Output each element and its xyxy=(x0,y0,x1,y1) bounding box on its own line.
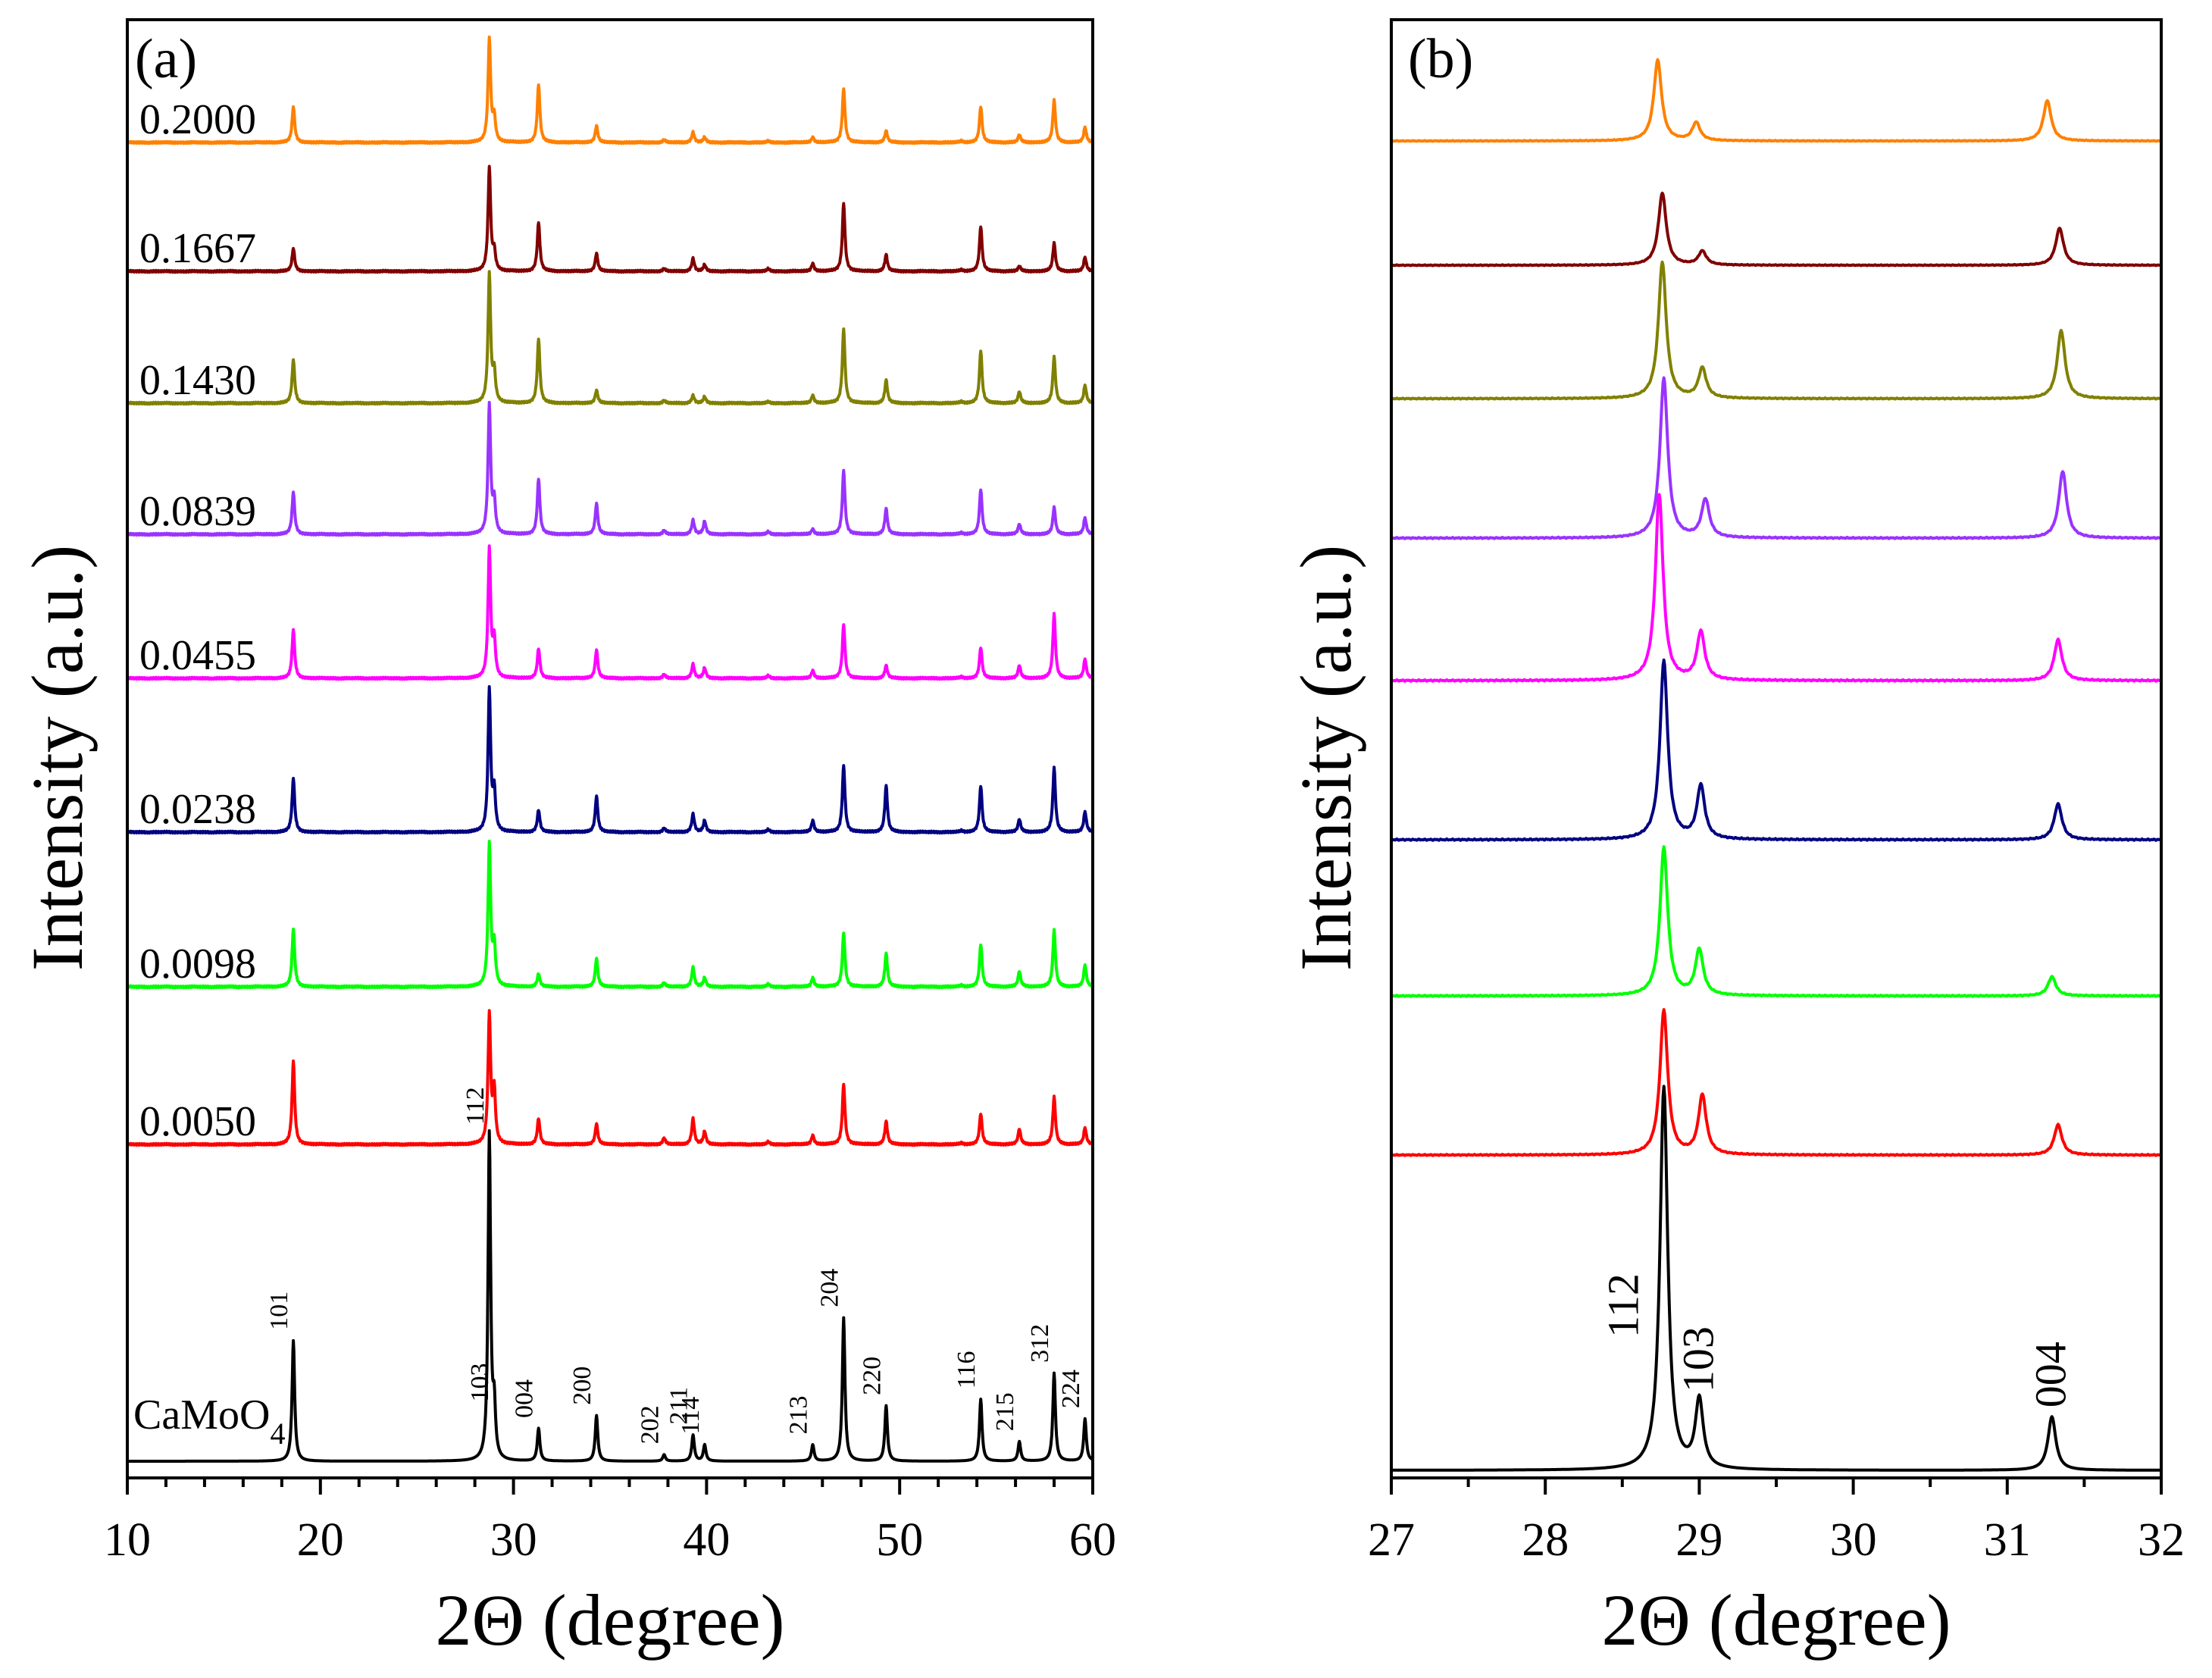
panel-a-series-0-0455 xyxy=(126,544,1094,681)
panel-a-label-0-0839: 0.0839 xyxy=(139,488,256,535)
reference-label: CaMoO4 xyxy=(133,1392,285,1451)
panel-a-ylabel: Intensity (a.u.) xyxy=(17,545,98,972)
panel-a-hkl-202: 202 xyxy=(636,1405,664,1444)
panel-b-label: (b) xyxy=(1408,28,1473,90)
panel-a-plot-area xyxy=(126,35,1094,1463)
panel-a-label-0-0238: 0.0238 xyxy=(139,786,256,833)
panel-a-series-0-0839 xyxy=(126,400,1094,537)
panel-a-xtick-label-30: 30 xyxy=(490,1514,537,1566)
panel-a-series-0-2000 xyxy=(126,35,1094,146)
panel-a-hkl-101: 101 xyxy=(265,1291,293,1330)
panel-a-series-0-0238 xyxy=(126,685,1094,835)
panel-b-hkl-112: 112 xyxy=(1599,1273,1648,1338)
panel-a-xlabel: 2Θ (degree) xyxy=(435,1579,784,1661)
panel-a-hkl-312: 312 xyxy=(1026,1324,1054,1363)
panel-a-frame xyxy=(126,18,1094,1479)
panel-a-hkl-204: 204 xyxy=(815,1269,843,1307)
panel-a-xtick-label-20: 20 xyxy=(297,1514,344,1566)
reference-label-main: CaMoO xyxy=(133,1392,270,1439)
panel-a-xtick-label-60: 60 xyxy=(1069,1514,1116,1566)
reference-label-subscript: 4 xyxy=(270,1417,285,1451)
panel-a-hkl-114: 114 xyxy=(677,1397,705,1435)
panel-a-series-0-1430 xyxy=(126,270,1094,406)
panel-b-xtick-label-30: 30 xyxy=(1830,1514,1877,1566)
panel-b-xtick-label-28: 28 xyxy=(1522,1514,1569,1566)
panel-a-hkl-215: 215 xyxy=(991,1392,1019,1431)
panel-a-series-labels: 0.2000 0.1667 0.1430 0.0839 0.0455 0.0238 0.00… xyxy=(139,96,256,1145)
panel-b-hkl-103: 103 xyxy=(1673,1326,1722,1392)
panel-a-series-0-1667 xyxy=(126,164,1094,274)
panel-a-xtick-label-10: 10 xyxy=(104,1514,151,1566)
panel-a-label-0-0098: 0.0098 xyxy=(139,941,256,988)
panel-a-series-0-0050 xyxy=(126,1009,1094,1147)
panel-a-xtick-label-40: 40 xyxy=(683,1514,730,1566)
panel-b-xtick-label-31: 31 xyxy=(1984,1514,2031,1566)
panel-b-series-0-0050 xyxy=(1390,1008,2163,1157)
panel-a-label-0-2000: 0.2000 xyxy=(139,96,256,143)
panel-a-series-0-0098 xyxy=(126,840,1094,990)
panel-a-hkl-103: 103 xyxy=(466,1363,494,1402)
panel-b-series-0-1430 xyxy=(1390,260,2162,401)
panel-b-x-ticks: 27 28 29 30 31 32 xyxy=(1368,1478,2185,1566)
panel-b-series-camoo4 xyxy=(1391,1085,2162,1472)
panel-a-hkl-213: 213 xyxy=(785,1396,813,1435)
panel-a-x-ticks: 10 20 30 40 50 60 xyxy=(104,1478,1116,1566)
panel-b-series-0-0098 xyxy=(1390,845,2163,998)
panel-b-series-0-2000 xyxy=(1391,58,2162,143)
panel-b-xtick-label-27: 27 xyxy=(1368,1514,1415,1566)
panel-a-hkl-224: 224 xyxy=(1057,1370,1085,1408)
panel-a-hkl-220: 220 xyxy=(858,1357,886,1395)
panel-b-hkl-004: 004 xyxy=(2026,1341,2076,1407)
panel-a-reference-pattern xyxy=(126,1129,1094,1463)
panel-a-hkl-112: 112 xyxy=(461,1087,490,1125)
panel-b-xlabel: 2Θ (degree) xyxy=(1601,1579,1951,1661)
panel-a: 10 20 30 40 50 60 (a) Intensity (a.u.) 2Θ (de… xyxy=(17,18,1116,1661)
panel-b-series-0-0238 xyxy=(1390,658,2163,842)
panel-b-series-0-0839 xyxy=(1390,376,2163,540)
panel-b-series-0-0455 xyxy=(1390,493,2163,683)
panel-a-label-0-1430: 0.1430 xyxy=(139,357,256,404)
panel-a-hkl-116: 116 xyxy=(953,1351,981,1389)
panel-b-xtick-label-32: 32 xyxy=(2138,1514,2185,1566)
panel-b: 27 28 29 30 31 32 (b) Intensity (a.u.) 2Θ (de… xyxy=(1285,18,2185,1661)
panel-a-hkl-200: 200 xyxy=(568,1367,596,1405)
panel-a-label-0-1667: 0.1667 xyxy=(139,225,256,272)
panel-a-label-0-0455: 0.0455 xyxy=(139,632,256,679)
panel-b-ylabel: Intensity (a.u.) xyxy=(1285,545,1366,972)
panel-a-label: (a) xyxy=(135,28,197,90)
panel-b-xtick-label-29: 29 xyxy=(1675,1514,1722,1566)
panel-a-xtick-label-50: 50 xyxy=(876,1514,923,1566)
panel-a-label-0-0050: 0.0050 xyxy=(139,1098,256,1145)
panel-a-hkl-211: 211 xyxy=(665,1387,693,1425)
panel-b-series-0-1667 xyxy=(1391,191,2162,268)
panel-a-hkl-004: 004 xyxy=(511,1379,539,1418)
panel-b-reference-hkl-labels: 112 103 004 xyxy=(1599,1273,2076,1407)
panel-b-plot-area xyxy=(1390,58,2163,1472)
